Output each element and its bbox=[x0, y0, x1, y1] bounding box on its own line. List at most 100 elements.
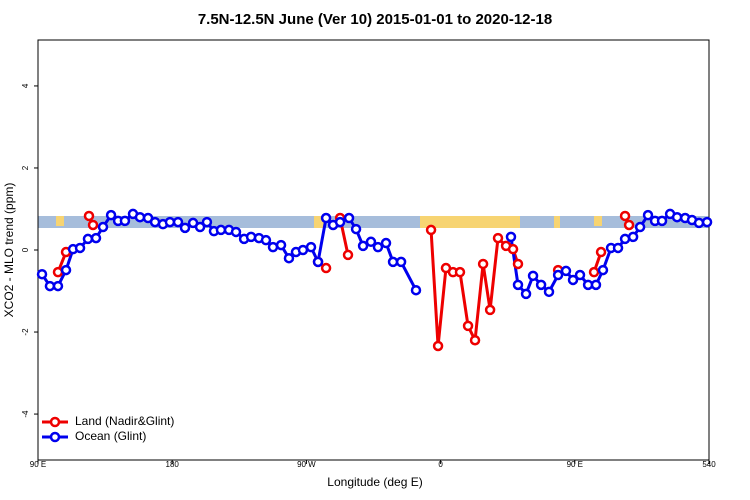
data-point bbox=[469, 334, 481, 346]
legend-label: Ocean (Glint) bbox=[75, 429, 146, 443]
x-axis-label: Longitude (deg E) bbox=[327, 475, 422, 489]
data-point bbox=[543, 286, 555, 298]
data-point bbox=[305, 241, 317, 253]
x-tick-label: 0 bbox=[438, 460, 443, 469]
data-point bbox=[425, 224, 437, 236]
data-point bbox=[36, 268, 48, 280]
land-patch bbox=[420, 216, 520, 228]
data-point bbox=[387, 256, 399, 268]
data-point bbox=[82, 233, 94, 245]
data-point bbox=[134, 211, 146, 223]
x-tick-label: 90 W bbox=[297, 460, 316, 469]
legend-marker bbox=[49, 431, 61, 443]
data-point bbox=[507, 243, 519, 255]
land-patch bbox=[594, 216, 602, 226]
x-tick-label: 540 bbox=[702, 460, 716, 469]
data-point bbox=[52, 266, 64, 278]
data-point bbox=[194, 221, 206, 233]
data-point bbox=[320, 212, 332, 224]
data-point bbox=[105, 209, 117, 221]
data-point bbox=[260, 234, 272, 246]
y-tick-label: 2 bbox=[21, 165, 30, 170]
data-point bbox=[201, 216, 213, 228]
data-point bbox=[372, 241, 384, 253]
data-point bbox=[595, 246, 607, 258]
y-tick-label: -4 bbox=[21, 410, 30, 418]
data-point bbox=[283, 252, 295, 264]
data-point bbox=[90, 232, 102, 244]
data-point bbox=[701, 216, 713, 228]
data-point bbox=[619, 233, 631, 245]
data-point bbox=[350, 223, 362, 235]
data-point bbox=[527, 270, 539, 282]
data-point bbox=[634, 221, 646, 233]
data-point bbox=[365, 236, 377, 248]
x-tick-label: 90 E bbox=[30, 460, 46, 469]
data-point bbox=[119, 215, 131, 227]
y-tick-label: 0 bbox=[21, 247, 30, 252]
data-point bbox=[671, 211, 683, 223]
data-point bbox=[357, 240, 369, 252]
data-point bbox=[512, 258, 524, 270]
data-point bbox=[60, 264, 72, 276]
data-point bbox=[535, 279, 547, 291]
data-point bbox=[560, 265, 572, 277]
data-point bbox=[320, 262, 332, 274]
data-point bbox=[343, 212, 355, 224]
data-point bbox=[164, 216, 176, 228]
data-point bbox=[612, 242, 624, 254]
legend-label: Land (Nadir&Glint) bbox=[75, 414, 174, 428]
data-point bbox=[334, 216, 346, 228]
data-point bbox=[380, 237, 392, 249]
data-point bbox=[312, 256, 324, 268]
data-point bbox=[623, 219, 635, 231]
data-point bbox=[172, 216, 184, 228]
chart-title: 7.5N-12.5N June (Ver 10) 2015-01-01 to 2… bbox=[198, 11, 552, 28]
legend-marker bbox=[49, 416, 61, 428]
data-point bbox=[597, 264, 609, 276]
data-point bbox=[656, 215, 668, 227]
data-point bbox=[588, 266, 600, 278]
data-point bbox=[395, 256, 407, 268]
y-axis-label: XCO2 - MLO trend (ppm) bbox=[2, 183, 16, 318]
data-point bbox=[520, 288, 532, 300]
land-patch bbox=[56, 216, 64, 226]
data-point bbox=[477, 258, 489, 270]
data-point bbox=[342, 249, 354, 261]
land-patch bbox=[314, 216, 324, 228]
data-point bbox=[552, 269, 564, 281]
data-point bbox=[97, 221, 109, 233]
data-point bbox=[179, 222, 191, 234]
data-point bbox=[52, 280, 64, 292]
data-point bbox=[267, 241, 279, 253]
data-point bbox=[83, 210, 95, 222]
data-point bbox=[627, 231, 639, 243]
data-point bbox=[567, 274, 579, 286]
data-point bbox=[462, 320, 474, 332]
y-tick-label: -2 bbox=[21, 328, 30, 336]
x-tick-label: 90 E bbox=[567, 460, 583, 469]
y-tick-label: 4 bbox=[21, 83, 30, 88]
data-point bbox=[44, 280, 56, 292]
data-point bbox=[505, 231, 517, 243]
x-tick-label: 180 bbox=[166, 460, 180, 469]
data-point bbox=[215, 224, 227, 236]
data-point bbox=[432, 340, 444, 352]
data-point bbox=[297, 244, 309, 256]
data-point bbox=[693, 217, 705, 229]
data-point bbox=[74, 242, 86, 254]
data-point bbox=[590, 279, 602, 291]
data-point bbox=[642, 209, 654, 221]
data-point bbox=[574, 269, 586, 281]
data-point bbox=[492, 232, 504, 244]
data-point bbox=[454, 266, 466, 278]
data-point bbox=[275, 239, 287, 251]
data-point bbox=[619, 210, 631, 222]
data-point bbox=[410, 284, 422, 296]
data-point bbox=[512, 279, 524, 291]
data-point bbox=[87, 219, 99, 231]
data-point bbox=[230, 226, 242, 238]
land-patch bbox=[554, 216, 560, 228]
data-point bbox=[484, 304, 496, 316]
